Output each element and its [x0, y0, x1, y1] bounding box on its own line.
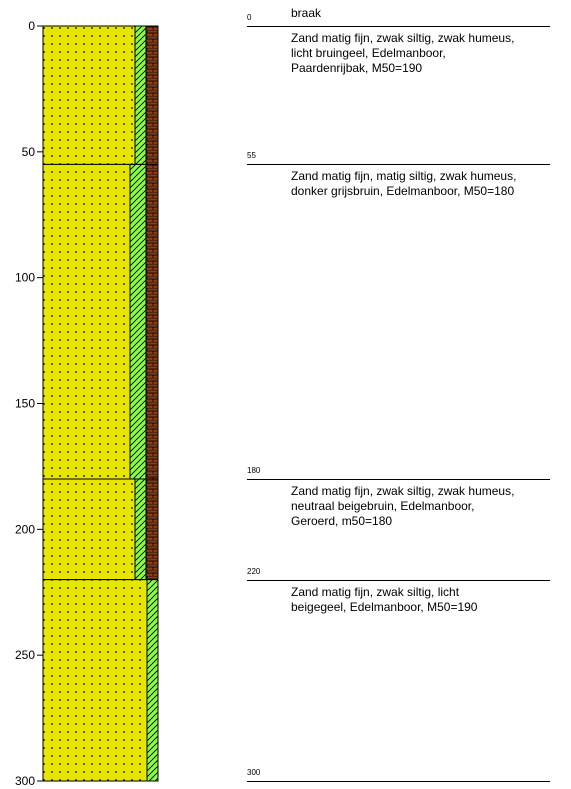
layer-top-depth: 220 — [247, 566, 261, 576]
layer-lithology: Zand matig fijn, zwak siltig, zwak humeu… — [291, 31, 515, 75]
layer-separator — [247, 781, 550, 782]
layer-lithology: Zand matig fijn, matig siltig, zwak hume… — [291, 169, 517, 199]
layer-blocks — [42, 25, 159, 782]
sand-fill — [42, 579, 148, 782]
humus-band — [145, 478, 159, 581]
layer-top-depth: 0 — [247, 13, 252, 22]
layer-lithology: Zand matig fijn, zwak siltig, zwak humeu… — [291, 484, 515, 528]
axis-tick-label: 250 — [15, 648, 35, 662]
depth-axis: 0 50 100 150 200 250 300 — [15, 19, 44, 788]
humus-band — [145, 163, 159, 480]
column-border — [42, 25, 159, 782]
silt-band — [146, 579, 159, 782]
layer-separator — [247, 579, 550, 581]
axis-tick-label: 0 — [28, 19, 35, 33]
humus-band — [145, 25, 159, 165]
axis-tick-label: 50 — [22, 145, 36, 159]
layer-lithology: Zand matig fijn, zwak siltig, licht beig… — [291, 584, 478, 614]
silt-band — [134, 478, 147, 581]
axis-tick-label: 150 — [15, 397, 35, 411]
axis-tick-label: 100 — [15, 271, 35, 285]
layer-separator — [247, 26, 550, 27]
layer-top-depth: 300 — [247, 768, 261, 777]
sand-fill — [42, 25, 136, 165]
sand-fill — [42, 478, 136, 581]
layer-top-depth: 55 — [247, 151, 256, 161]
silt-band — [134, 25, 147, 165]
layer-separator — [247, 164, 550, 166]
axis-tick-label: 200 — [15, 522, 35, 536]
layer-description: braak — [291, 6, 322, 20]
silt-band — [129, 163, 147, 480]
axis-tick-label: 300 — [15, 774, 35, 788]
layer-top-depth: 180 — [247, 466, 261, 475]
sand-fill — [42, 163, 131, 480]
layer-separator — [247, 479, 550, 480]
